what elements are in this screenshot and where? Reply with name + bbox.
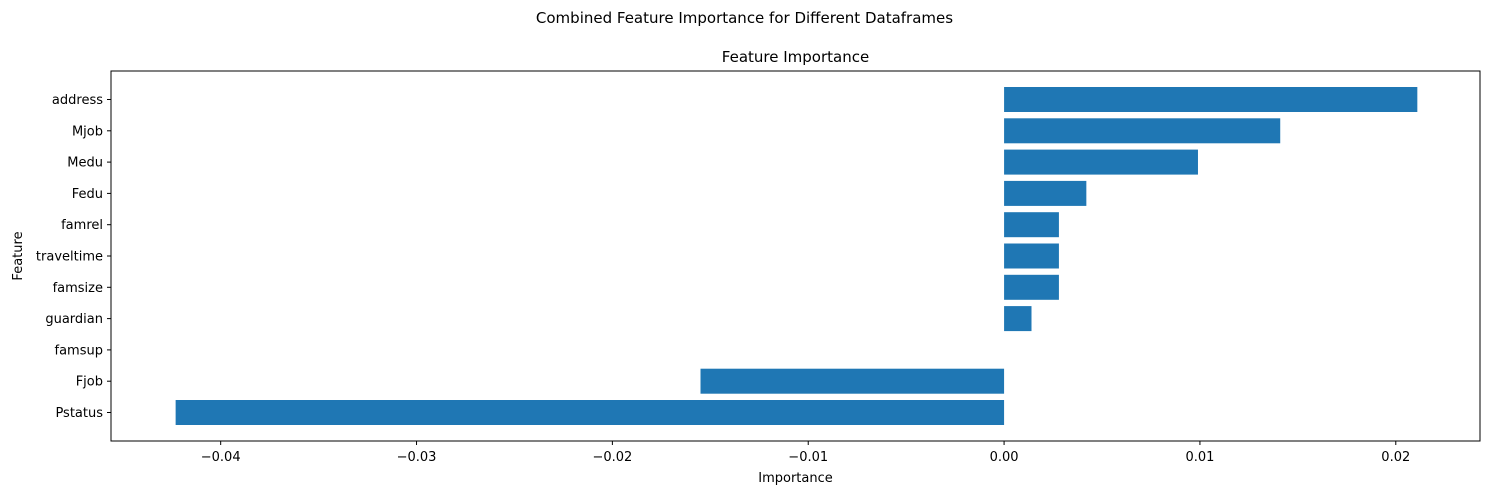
y-tick-label-traveltime: traveltime bbox=[36, 250, 103, 265]
y-tick-label-Pstatus: Pstatus bbox=[55, 406, 103, 421]
x-tick-label-5: 0.01 bbox=[1185, 450, 1214, 465]
bar-famsize bbox=[1004, 274, 1059, 300]
x-tick-label-4: 0.00 bbox=[990, 450, 1019, 465]
x-tick-label-1: −0.03 bbox=[397, 450, 437, 465]
y-tick-label-Fedu: Fedu bbox=[72, 187, 103, 202]
y-tick-label-guardian: guardian bbox=[45, 312, 103, 327]
y-tick-label-address: address bbox=[52, 93, 103, 108]
y-tick-label-Fjob: Fjob bbox=[76, 375, 103, 390]
bar-Medu bbox=[1004, 149, 1198, 175]
x-tick-label-3: −0.01 bbox=[788, 450, 828, 465]
bar-guardian bbox=[1004, 306, 1032, 332]
bar-address bbox=[1004, 87, 1418, 112]
chart-title: Feature Importance bbox=[722, 48, 869, 66]
y-tick-label-famsize: famsize bbox=[53, 281, 103, 296]
x-axis: −0.04 −0.03 −0.02 −0.01 0.00 0.01 0.02 bbox=[201, 441, 1410, 465]
y-tick-label-Medu: Medu bbox=[67, 156, 103, 171]
figure-suptitle: Combined Feature Importance for Differen… bbox=[536, 9, 953, 27]
x-tick-label-6: 0.02 bbox=[1381, 450, 1410, 465]
y-tick-label-famsup: famsup bbox=[55, 343, 103, 358]
bars-layer bbox=[175, 87, 1418, 425]
y-tick-label-famrel: famrel bbox=[61, 218, 103, 233]
bar-Fjob bbox=[700, 368, 1005, 394]
x-axis-label: Importance bbox=[758, 471, 833, 486]
x-tick-label-0: −0.04 bbox=[201, 450, 241, 465]
y-axis-label: Feature bbox=[11, 231, 26, 280]
y-axis: address Mjob Medu Fedu famrel traveltime famsi… bbox=[36, 93, 111, 421]
bar-Pstatus bbox=[175, 400, 1005, 425]
bar-traveltime bbox=[1004, 243, 1059, 269]
x-tick-label-2: −0.02 bbox=[592, 450, 632, 465]
bar-famrel bbox=[1004, 212, 1059, 238]
bar-Fedu bbox=[1004, 180, 1087, 206]
y-tick-label-Mjob: Mjob bbox=[72, 124, 103, 139]
bar-Mjob bbox=[1004, 118, 1281, 144]
